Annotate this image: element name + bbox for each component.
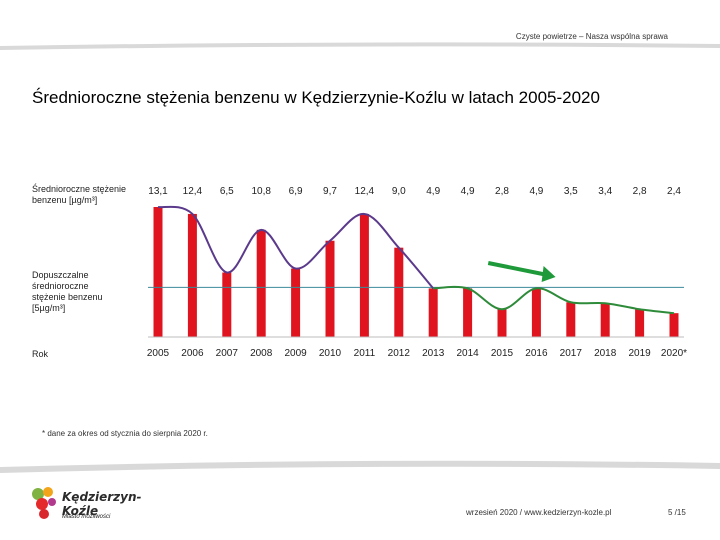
page-number: 5 /15 (668, 508, 686, 517)
benzene-chart: 13,1 12,4 6,5 10,8 6,9 9,7 12,4 9,0 4,9 4,9 2,8 4,9… (147, 186, 687, 359)
value-labels-group: 13,1 12,4 6,5 10,8 6,9 9,7 12,4 9,0 4,9 4,9 2,8 4,9… (148, 186, 681, 197)
year-label-2018: 2018 (594, 348, 617, 359)
bars-group (153, 207, 679, 337)
year-label-2006: 2006 (181, 348, 204, 359)
logo-name: Kędzierzyn-Koźle (62, 490, 142, 518)
bar-2013 (428, 288, 438, 337)
year-label-2005: 2005 (147, 348, 170, 359)
bar-2009 (291, 268, 301, 337)
value-label-2016: 4,9 (529, 186, 543, 197)
bar-2007 (222, 272, 232, 337)
value-label-2005: 13,1 (148, 186, 168, 197)
chart-title: Średnioroczne stężenia benzenu w Kędzier… (32, 88, 600, 107)
year-label-2014: 2014 (456, 348, 479, 359)
footer-swoosh (0, 460, 720, 473)
value-label-2017: 3,5 (564, 186, 578, 197)
bar-2006 (187, 213, 197, 337)
year-labels-group: 2005 2006 2007 2008 2009 2010 2011 2012 2013 2014… (147, 348, 687, 359)
value-label-2006: 12,4 (183, 186, 203, 197)
value-label-2018: 3,4 (598, 186, 612, 197)
footer-date-url[interactable]: wrzesień 2020 / www.kedzierzyn-kozle.pl (466, 508, 612, 517)
year-label-2007: 2007 (216, 348, 239, 359)
logo-tagline: Miasto możliwości (62, 514, 111, 520)
value-label-2008: 10,8 (251, 186, 271, 197)
value-label-2012: 9,0 (392, 186, 406, 197)
year-label-2011: 2011 (354, 348, 376, 359)
year-row-label: Rok (32, 349, 49, 359)
year-label-2019: 2019 (628, 348, 651, 359)
trend-line-early (157, 205, 434, 290)
year-label-2013: 2013 (422, 348, 445, 359)
value-label-2011: 12,4 (355, 186, 375, 197)
bar-2011 (359, 213, 369, 337)
year-label-2008: 2008 (250, 348, 273, 359)
value-label-2007: 6,5 (220, 186, 234, 197)
logo-emblem-icon (32, 487, 56, 519)
value-label-2015: 2,8 (495, 186, 509, 197)
value-label-2014: 4,9 (461, 186, 475, 197)
bar-2015 (497, 309, 507, 337)
year-label-2012: 2012 (388, 348, 411, 359)
value-label-2020*: 2,4 (667, 186, 681, 197)
limit-row-label: Dopuszczalne średnioroczne stężenie benz… (32, 270, 103, 313)
trend-line-late (433, 285, 675, 315)
city-logo[interactable]: Kędzierzyn-Koźle Miasto możliwości (30, 484, 160, 528)
year-label-2015: 2015 (491, 348, 514, 359)
value-label-2019: 2,8 (633, 186, 647, 197)
trend-arrow (487, 261, 556, 282)
footnote: * dane za okres od stycznia do sierpnia … (42, 429, 208, 438)
year-label-2009: 2009 (284, 348, 307, 359)
bar-2014 (463, 288, 473, 337)
value-label-2010: 9,7 (323, 186, 337, 197)
year-label-2017: 2017 (560, 348, 583, 359)
bar-2016 (531, 288, 541, 337)
bar-2008 (256, 229, 266, 337)
header-swoosh (0, 42, 720, 50)
value-row-label: Średnioroczne stężenie benzenu [µg/m³] (32, 184, 127, 205)
bar-2010 (325, 240, 335, 337)
bar-2020* (669, 313, 679, 337)
bar-2018 (600, 303, 610, 337)
value-label-2013: 4,9 (426, 186, 440, 197)
bar-2019 (635, 309, 645, 337)
bar-2017 (566, 302, 576, 337)
value-label-2009: 6,9 (289, 186, 303, 197)
year-label-2016: 2016 (525, 348, 548, 359)
year-label-2020*: 2020* (661, 348, 687, 359)
bar-2012 (394, 247, 404, 337)
year-label-2010: 2010 (319, 348, 342, 359)
bar-2005 (153, 207, 163, 337)
header-slogan: Czyste powietrze – Nasza wspólna sprawa (515, 32, 668, 41)
